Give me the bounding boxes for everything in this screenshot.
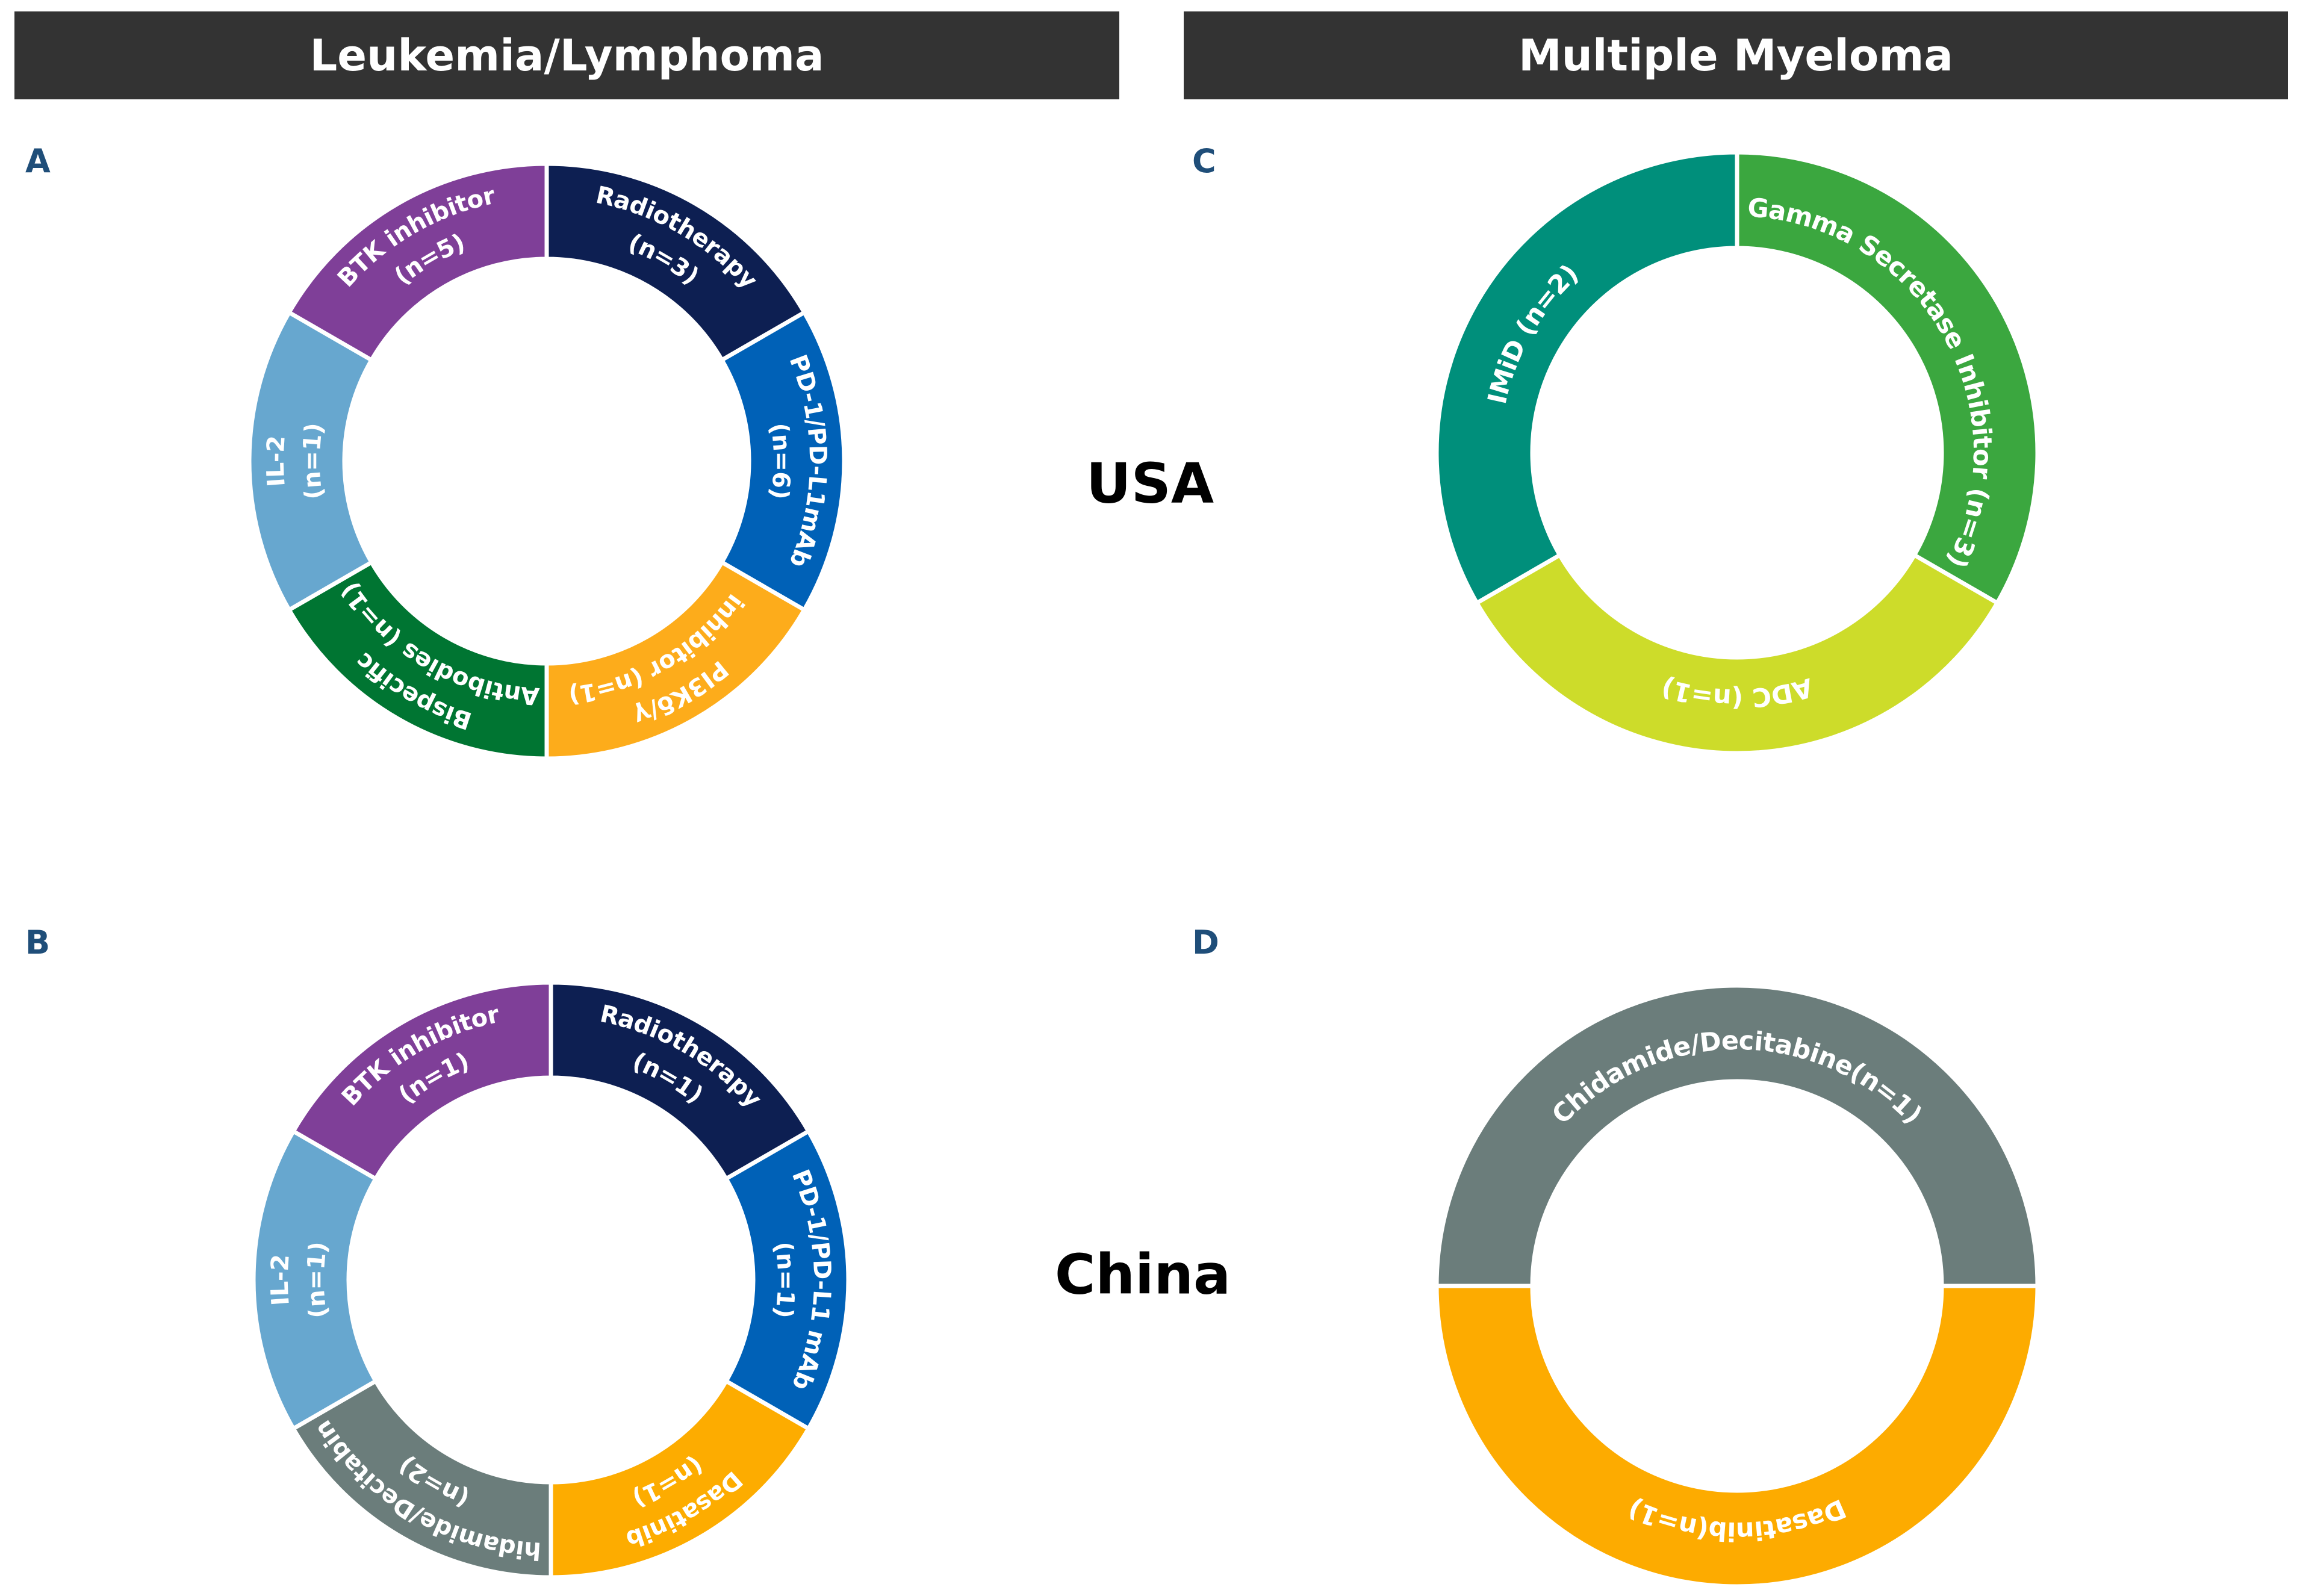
segment-gamma-secretase-inhibitor	[1735, 150, 2040, 606]
row-label-china: China	[1054, 1242, 1231, 1307]
segment-label: (n=1)	[302, 1240, 333, 1320]
panel-letter-d: D	[1192, 924, 1219, 961]
panel-letter-b: B	[25, 924, 51, 961]
header-leukemia-lymphoma: Leukemia/Lymphoma	[14, 11, 1119, 99]
segment-dasatinib	[1434, 1284, 2040, 1589]
segment-btk-inhibitor	[290, 980, 553, 1182]
segment-label: IL-2	[266, 1253, 295, 1306]
row-label-usa: USA	[1086, 451, 1214, 516]
panel-letter-c: C	[1192, 142, 1216, 180]
donut-chart-c: Gamma Secretase Inhibitor (n=3)ADC (n=1)…	[1434, 150, 2040, 756]
segment-label: IL-2	[262, 435, 291, 488]
segment-imid	[1434, 150, 1739, 606]
segment-chidamide-decitabine	[1434, 983, 2040, 1288]
segment-label: (n=1)	[769, 1240, 800, 1320]
panel-letter-a: A	[25, 142, 51, 180]
donut-chart-d: Dasatinib(n=1)Chidamide/Decitabine(n=1)	[1434, 983, 2040, 1589]
segment-btk-inhibitor	[286, 161, 549, 363]
segment-label: (n=6)	[765, 421, 795, 501]
segment-label: (n=1)	[298, 421, 329, 501]
donut-chart-a: Radiotherapy(n=3)PD-1/PD-L1mAb(n=6)PI3Kδ…	[247, 161, 847, 761]
header-multiple-myeloma: Multiple Myeloma	[1184, 11, 2288, 99]
segment-adc	[1474, 552, 2000, 756]
